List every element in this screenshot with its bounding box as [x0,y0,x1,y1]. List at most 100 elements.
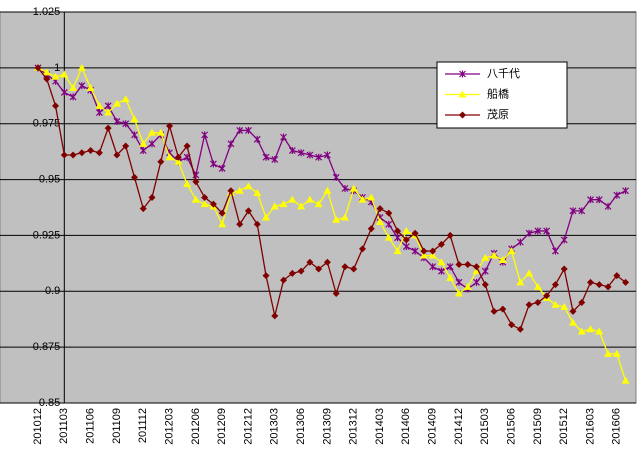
marker [507,247,516,255]
marker [104,124,112,132]
marker [227,187,235,195]
marker [244,207,252,215]
marker [165,153,174,161]
marker [458,90,467,98]
x-tick-label: 201303 [269,408,281,445]
marker [112,99,121,107]
marker [78,149,86,157]
marker [297,202,306,210]
marker [139,205,147,213]
marker [139,139,148,147]
marker [315,153,323,161]
marker [613,272,621,280]
marker [587,196,594,204]
marker [130,115,139,123]
marker [437,267,445,275]
marker [148,128,157,136]
x-tick-label: 201312 [348,408,360,445]
marker [104,108,113,116]
x-tick-label: 201112 [137,408,149,443]
marker [463,282,472,290]
y-tick-label: 1 [54,62,60,74]
marker [349,184,358,192]
marker [148,193,156,201]
marker [42,68,51,76]
marker [306,151,314,159]
marker [69,151,77,159]
marker [60,70,69,78]
marker [253,188,262,196]
marker [174,153,182,161]
marker [121,95,130,103]
marker [437,258,446,266]
marker [297,267,305,275]
marker [183,142,191,150]
legend-label: 船橋 [487,86,509,100]
marker [508,321,516,329]
marker [69,83,78,91]
marker [385,209,393,217]
marker [350,265,358,273]
marker [148,140,156,148]
marker [218,164,226,172]
x-tick-label: 201512 [558,408,570,445]
marker [437,240,445,248]
marker [139,147,147,155]
marker [43,75,51,83]
marker [420,247,428,255]
marker [201,131,209,139]
marker [525,229,533,237]
legend-label: 茂原 [487,107,509,121]
marker [245,126,252,134]
marker [428,251,437,259]
marker [34,64,42,72]
x-tick-label: 201109 [111,408,123,444]
marker [200,200,209,208]
marker [587,278,595,286]
marker [604,202,612,210]
marker [270,202,279,210]
y-tick-label: 0.975 [33,118,61,130]
marker [419,251,428,259]
x-tick-label: 201103 [58,408,70,444]
marker [191,195,200,203]
marker [271,155,279,163]
marker [621,376,630,384]
marker [384,233,393,241]
y-tick-label: 1.025 [33,6,61,18]
marker [376,205,384,213]
marker [341,263,349,271]
marker [201,193,209,201]
marker [367,225,375,233]
x-tick-label: 201606 [611,408,623,445]
marker [490,307,498,315]
y-tick-label: 0.875 [33,341,61,353]
marker [481,281,489,289]
marker [60,151,68,159]
marker [323,151,331,159]
marker [481,267,489,275]
marker [323,186,332,194]
marker [157,158,165,166]
x-tick-label: 201406 [400,408,412,445]
marker [340,213,349,221]
marker [77,63,86,71]
marker [516,325,524,333]
marker [402,243,410,251]
marker [411,247,419,255]
marker [52,102,60,110]
marker [454,289,463,297]
marker [122,142,130,150]
marker [341,185,349,193]
marker [122,120,130,128]
marker [332,215,341,223]
marker [305,195,314,203]
marker [235,186,244,194]
marker [464,260,472,268]
y-tick-label: 0.925 [33,229,61,241]
x-tick-label: 201509 [532,408,544,445]
x-tick-label: 201506 [505,408,517,445]
marker [288,195,297,203]
